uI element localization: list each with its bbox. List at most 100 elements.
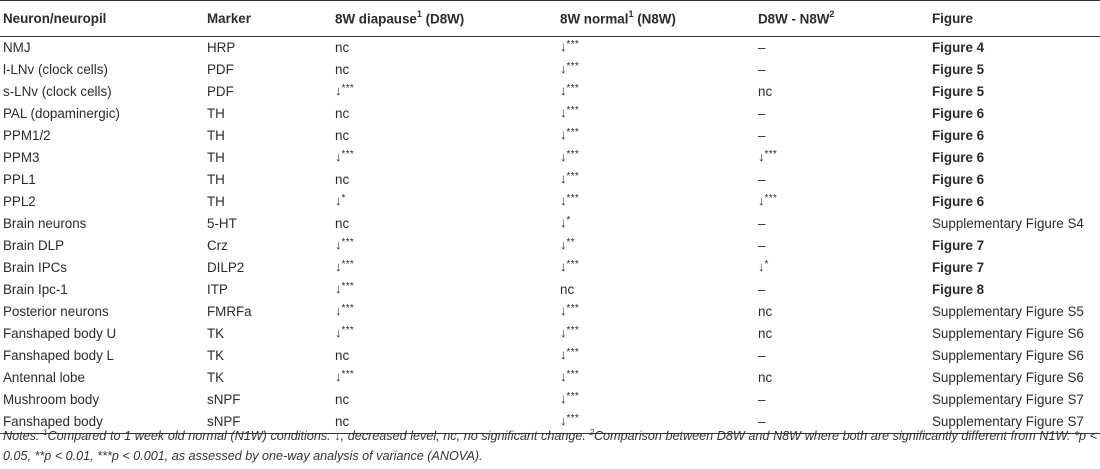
down-arrow-icon: ↓: [560, 369, 567, 384]
cell-d8w: nc: [335, 128, 350, 143]
cell-marker: TH: [207, 194, 225, 209]
cell-d8w: nc: [335, 40, 350, 55]
results-table-container: Neuron/neuropil Marker 8W diapause1 (D8W…: [0, 0, 1100, 434]
cell-marker: TH: [207, 150, 225, 165]
cell-neuron: PPM3: [3, 150, 40, 165]
header-d8w-label: 8W diapause: [335, 11, 417, 27]
table-row: Fanshaped body L TK nc ↓*** – Supplementary F…: [0, 345, 1100, 367]
table-row: NMJ HRP nc ↓*** – Figure 4: [0, 37, 1100, 60]
header-diff-label: D8W - N8W: [758, 11, 830, 27]
cell-d8w-minus-n8w: –: [758, 348, 766, 363]
down-arrow-icon: ↓: [560, 413, 567, 428]
cell-d8w: nc: [335, 106, 350, 121]
down-arrow-icon: ↓: [560, 61, 567, 76]
cell-neuron: Fanshaped body L: [3, 348, 114, 363]
cell-d8w: ↓***: [332, 81, 557, 103]
cell-d8w-minus-n8w: ↓*: [755, 257, 929, 279]
cell-d8w: ↓***: [332, 367, 557, 389]
table-notes: Notes: 1Compared to 1 week old normal (N…: [3, 423, 1097, 466]
header-d8w-footnote-mark: 1: [416, 9, 422, 20]
cell-n8w: ↓***: [557, 81, 755, 103]
cell-neuron: Brain Ipc-1: [3, 282, 68, 297]
header-n8w-suffix: (N8W): [633, 11, 676, 27]
cell-marker: PDF: [207, 84, 234, 99]
significance-stars: ***: [341, 149, 355, 160]
cell-neuron: PPL1: [3, 172, 36, 187]
significance-stars: ***: [566, 193, 580, 204]
header-n8w-footnote-mark: 1: [628, 9, 634, 20]
table-row: Antennal lobe TK ↓*** ↓*** nc Supplementary F…: [0, 367, 1100, 389]
cell-d8w-minus-n8w: –: [758, 282, 766, 297]
down-arrow-icon: ↓: [560, 215, 567, 230]
cell-marker: PDF: [207, 62, 234, 77]
cell-neuron: l-LNv (clock cells): [3, 62, 108, 77]
cell-n8w: ↓***: [557, 169, 755, 191]
results-table: Neuron/neuropil Marker 8W diapause1 (D8W…: [0, 0, 1100, 434]
cell-n8w: ↓***: [557, 191, 755, 213]
table-row: PAL (dopaminergic) TH nc ↓*** – Figure 6: [0, 103, 1100, 125]
significance-stars: ***: [566, 39, 580, 50]
cell-d8w: nc: [335, 216, 350, 231]
notes-footnote-2-mark: 2: [589, 428, 594, 437]
cell-marker: TH: [207, 172, 225, 187]
significance-stars: ***: [341, 303, 355, 314]
notes-footnote-1-text: Compared to 1 week old normal (N1W) cond…: [47, 429, 590, 444]
table-row: s-LNv (clock cells) PDF ↓*** ↓*** nc Figure 5: [0, 81, 1100, 103]
cell-marker: 5-HT: [207, 216, 237, 231]
cell-n8w: ↓***: [557, 323, 755, 345]
cell-neuron: NMJ: [3, 40, 31, 55]
header-neuron: Neuron/neuropil: [0, 0, 204, 37]
cell-neuron: Antennal lobe: [3, 370, 85, 385]
table-header: Neuron/neuropil Marker 8W diapause1 (D8W…: [0, 0, 1100, 37]
significance-stars: ***: [341, 259, 355, 270]
down-arrow-icon: ↓: [335, 281, 342, 296]
significance-stars: ***: [341, 83, 355, 94]
significance-stars: ***: [566, 325, 580, 336]
cell-neuron: s-LNv (clock cells): [3, 84, 112, 99]
table-row: PPM1/2 TH nc ↓*** – Figure 6: [0, 125, 1100, 147]
cell-neuron: Fanshaped body U: [3, 326, 117, 341]
cell-d8w-minus-n8w: ↓***: [755, 147, 929, 169]
cell-n8w: ↓***: [557, 389, 755, 411]
cell-figure: Figure 6: [932, 194, 985, 209]
cell-marker: TH: [207, 106, 225, 121]
down-arrow-icon: ↓: [560, 127, 567, 142]
cell-figure: Figure 6: [932, 128, 985, 143]
cell-marker: FMRFa: [207, 304, 252, 319]
significance-stars: ***: [764, 193, 778, 204]
cell-figure: Figure 6: [932, 150, 985, 165]
cell-d8w-minus-n8w: –: [758, 106, 766, 121]
header-diff-footnote-mark: 2: [829, 9, 835, 20]
cell-neuron: PPM1/2: [3, 128, 51, 143]
cell-figure: Figure 5: [932, 62, 985, 77]
cell-marker: TK: [207, 326, 225, 341]
cell-figure: Supplementary Figure S6: [932, 348, 1084, 363]
cell-figure: Figure 7: [932, 238, 985, 253]
significance-stars: ***: [566, 369, 580, 380]
header-d8w-suffix: (D8W): [421, 11, 465, 27]
down-arrow-icon: ↓: [560, 391, 567, 406]
cell-marker: sNPF: [204, 411, 332, 434]
cell-d8w-minus-n8w: –: [758, 216, 766, 231]
significance-stars: ***: [566, 413, 580, 424]
down-arrow-icon: ↓: [758, 193, 765, 208]
cell-figure: Supplementary Figure S6: [932, 326, 1084, 341]
table-row: Brain IPCs DILP2 ↓*** ↓*** ↓* Figure 7: [0, 257, 1100, 279]
significance-stars: ***: [341, 237, 355, 248]
notes-footnote-2-text: Comparison between D8W and N8W where bot…: [3, 429, 1097, 464]
cell-figure: Figure 6: [932, 106, 985, 121]
cell-d8w-minus-n8w: nc: [758, 304, 773, 319]
significance-stars: ***: [341, 325, 355, 336]
significance-stars: **: [566, 237, 575, 248]
significance-stars: ***: [566, 149, 580, 160]
cell-d8w: nc: [335, 62, 350, 77]
significance-stars: ***: [566, 259, 580, 270]
significance-stars: *: [566, 215, 571, 226]
down-arrow-icon: ↓: [335, 325, 342, 340]
down-arrow-icon: ↓: [335, 259, 342, 274]
cell-d8w: ↓***: [332, 301, 557, 323]
down-arrow-icon: ↓: [560, 237, 567, 252]
cell-d8w-minus-n8w: –: [758, 62, 766, 77]
down-arrow-icon: ↓: [335, 193, 342, 208]
significance-stars: ***: [566, 105, 580, 116]
